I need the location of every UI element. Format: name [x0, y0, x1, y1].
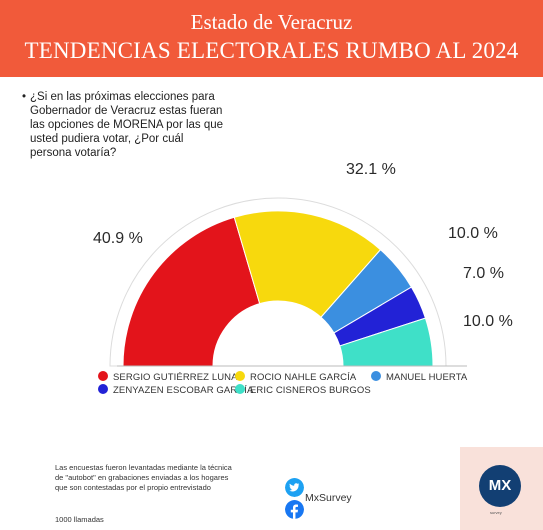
legend-label: ERIC CISNEROS BURGOS: [250, 385, 371, 396]
legend-dot: [98, 384, 108, 394]
social-handle[interactable]: MxSurvey: [305, 492, 352, 504]
slice-0: [122, 216, 261, 367]
bullet-icon: •: [22, 91, 27, 103]
slice-label-0: 40.9 %: [93, 230, 143, 247]
legend-dot: [235, 371, 245, 381]
slice-label-2: 10.0 %: [448, 225, 498, 242]
legend-item-eric: ERIC CISNEROS BURGOS: [235, 384, 371, 396]
legend-dot: [98, 371, 108, 381]
header-main-title: TENDENCIAS ELECTORALES RUMBO AL 2024: [24, 38, 519, 63]
methodology-note: Las encuestas fueron levantadas mediante…: [55, 463, 232, 492]
legend-item-rocio: ROCIO NAHLE GARCÍA: [235, 371, 356, 383]
question-text: ¿Si en las próximas elecciones para Gobe…: [30, 91, 224, 159]
brand-logo-subtext: survey: [490, 510, 502, 515]
brand-logo: MX: [479, 465, 521, 507]
brand-logo-box: MX survey: [460, 447, 543, 530]
sample-size: 1000 llamadas: [55, 515, 104, 524]
twitter-icon[interactable]: [285, 478, 304, 497]
legend-dot: [235, 384, 245, 394]
legend-label: ZENYAZEN ESCOBAR GARCÍA: [113, 385, 254, 396]
legend-item-sergio: SERGIO GUTIÉRREZ LUNA: [98, 371, 238, 383]
header-banner: Estado de Veracruz TENDENCIAS ELECTORALE…: [0, 0, 543, 77]
legend-label: SERGIO GUTIÉRREZ LUNA: [113, 372, 238, 383]
slice-label-1: 32.1 %: [346, 161, 396, 178]
legend-item-zenyazen: ZENYAZEN ESCOBAR GARCÍA: [98, 384, 253, 396]
legend-item-manuel: MANUEL HUERTA: [371, 371, 467, 383]
slice-label-4: 10.0 %: [463, 313, 513, 330]
header-state-title: Estado de Veracruz: [190, 10, 353, 34]
legend-label: MANUEL HUERTA: [386, 372, 468, 383]
survey-question: • ¿Si en las próximas elecciones para Go…: [22, 90, 225, 160]
chart-hole: [214, 302, 342, 366]
slice-label-3: 7.0 %: [463, 265, 504, 282]
legend-dot: [371, 371, 381, 381]
facebook-icon[interactable]: [285, 500, 304, 519]
legend-label: ROCIO NAHLE GARCÍA: [250, 372, 357, 383]
